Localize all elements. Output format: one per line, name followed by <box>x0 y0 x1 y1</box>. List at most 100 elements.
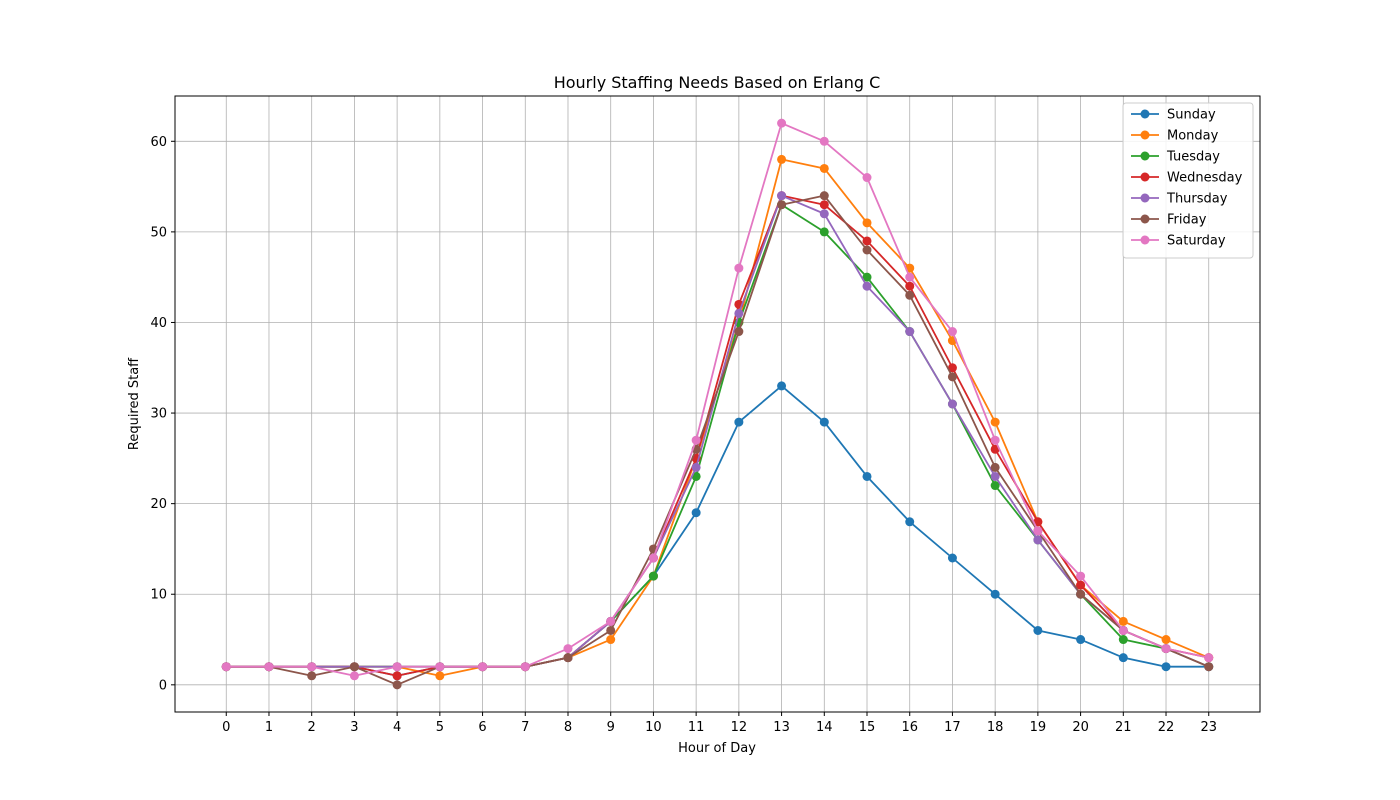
data-point <box>947 372 957 382</box>
data-point <box>264 662 274 672</box>
data-point <box>947 553 957 563</box>
x-tick-label: 15 <box>859 720 876 735</box>
data-point <box>392 671 402 681</box>
data-point <box>606 625 616 635</box>
data-point <box>1118 616 1128 626</box>
legend-item: Friday <box>1131 213 1207 228</box>
legend-item: Monday <box>1131 129 1219 144</box>
data-point <box>392 662 402 672</box>
y-tick-label: 50 <box>150 225 167 240</box>
series-friday <box>221 191 1214 690</box>
chart-title: Hourly Staffing Needs Based on Erlang C <box>554 73 881 92</box>
x-tick-label: 1 <box>265 720 273 735</box>
series-line <box>226 194 1210 668</box>
x-tick-label: 13 <box>773 720 790 735</box>
data-point <box>221 662 231 672</box>
x-tick-label: 20 <box>1072 720 1089 735</box>
data-point <box>478 662 488 672</box>
data-point <box>349 671 359 681</box>
legend-marker <box>1140 130 1150 140</box>
data-point <box>1076 635 1086 645</box>
y-tick-label: 10 <box>150 588 167 603</box>
legend-marker <box>1140 172 1150 182</box>
data-point <box>947 363 957 373</box>
series-line <box>226 122 1209 677</box>
legend-label: Saturday <box>1167 234 1226 249</box>
legend-item: Wednesday <box>1131 171 1243 186</box>
legend-label: Tuesday <box>1166 150 1220 165</box>
legend-item: Sunday <box>1131 108 1216 123</box>
x-axis-ticks: 0 1 2 3 4 5 6 7 8 9 10 11 12 13 14 15 16 17 18 19 20 21 22 23 <box>222 712 1217 735</box>
data-point <box>905 272 915 282</box>
data-point <box>990 481 1000 491</box>
data-point <box>862 245 872 255</box>
data-point <box>606 616 616 626</box>
x-tick-label: 12 <box>731 720 748 735</box>
legend-marker <box>1140 214 1150 224</box>
series-sunday <box>221 381 1214 681</box>
x-tick-label: 16 <box>901 720 918 735</box>
plot-frame <box>174 95 1261 713</box>
grid <box>175 96 1260 712</box>
data-point <box>1161 635 1171 645</box>
series-thursday <box>221 191 1214 672</box>
data-point <box>563 644 573 654</box>
data-point <box>1033 625 1043 635</box>
data-point <box>862 218 872 228</box>
data-point <box>435 662 445 672</box>
data-point <box>905 517 915 527</box>
series-saturday <box>221 118 1214 681</box>
data-point <box>777 118 787 128</box>
data-point <box>691 462 701 472</box>
data-point <box>862 281 872 291</box>
x-tick-label: 5 <box>436 720 444 735</box>
data-point <box>1204 662 1214 672</box>
data-point <box>947 399 957 409</box>
data-point <box>648 571 658 581</box>
data-point <box>1033 535 1043 545</box>
data-point <box>606 635 616 645</box>
legend-marker <box>1140 193 1150 203</box>
data-point <box>862 272 872 282</box>
data-point <box>691 435 701 445</box>
legend-marker <box>1140 109 1150 119</box>
data-point <box>734 263 744 273</box>
x-tick-label: 4 <box>393 720 401 735</box>
x-tick-label: 6 <box>478 720 486 735</box>
x-tick-label: 17 <box>944 720 961 735</box>
data-point <box>1076 571 1086 581</box>
legend-label: Monday <box>1167 129 1219 144</box>
legend-label: Wednesday <box>1167 171 1243 186</box>
data-point <box>1076 580 1086 590</box>
y-tick-label: 40 <box>150 316 167 331</box>
series-line <box>226 158 1210 677</box>
series-wednesday <box>221 191 1214 681</box>
data-point <box>1161 662 1171 672</box>
x-tick-label: 18 <box>987 720 1004 735</box>
data-point <box>819 227 829 237</box>
legend-label: Thursday <box>1166 192 1228 207</box>
data-point <box>734 417 744 427</box>
data-point <box>990 471 1000 481</box>
data-point <box>905 281 915 291</box>
x-axis-label: Hour of Day <box>678 741 756 756</box>
legend: Sunday Monday Tuesday Wednesday Thursday Frid… <box>1122 102 1254 259</box>
x-tick-label: 21 <box>1115 720 1132 735</box>
legend-label: Sunday <box>1167 108 1216 123</box>
series-line <box>226 194 1210 686</box>
data-point <box>648 553 658 563</box>
data-point <box>307 662 317 672</box>
data-point <box>435 671 445 681</box>
data-point <box>990 462 1000 472</box>
x-tick-label: 14 <box>816 720 833 735</box>
data-point <box>734 308 744 318</box>
data-point <box>777 381 787 391</box>
x-tick-label: 0 <box>222 720 230 735</box>
data-point <box>520 662 530 672</box>
data-point <box>905 290 915 300</box>
data-point <box>990 435 1000 445</box>
data-point <box>947 327 957 337</box>
data-point <box>1204 653 1214 663</box>
data-point <box>777 200 787 210</box>
data-point <box>819 417 829 427</box>
